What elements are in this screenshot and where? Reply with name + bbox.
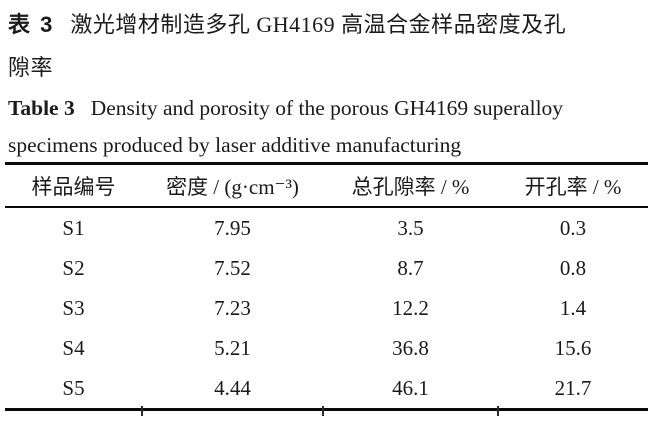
cell-total-porosity: 36.8: [392, 335, 429, 360]
table-row: S4 5.21 36.8 15.6: [5, 328, 648, 368]
cell-total-porosity: 12.2: [392, 295, 429, 320]
caption-chinese: 表 3 激光增材制造多孔 GH4169 高温合金样品密度及孔 隙率: [8, 3, 647, 89]
column-boundary-tick: [141, 406, 143, 416]
caption-en-line1: Density and porosity of the porous GH416…: [90, 96, 564, 120]
table-row: S2 7.52 8.7 0.8: [5, 248, 648, 288]
cell-total-porosity: 8.7: [397, 255, 424, 280]
table-row: S3 7.23 12.2 1.4: [5, 288, 648, 328]
cell-sample-id: S1: [62, 215, 85, 240]
column-boundary-tick: [497, 406, 499, 416]
cell-open-porosity: 0.8: [559, 255, 587, 280]
column-header-density: 密度 / (g·cm⁻³): [142, 163, 323, 208]
cell-open-porosity: 15.6: [554, 335, 592, 360]
density-porosity-table: 样品编号 密度 / (g·cm⁻³) 总孔隙率 / % 开孔率 / % S1 7…: [5, 162, 648, 411]
cell-total-porosity: 3.5: [397, 215, 424, 240]
cell-density: 7.23: [214, 295, 251, 320]
caption-zh-line2: 隙率: [8, 55, 54, 80]
caption-english: Table 3 Density and porosity of the porou…: [8, 90, 647, 164]
caption-zh-label: 表 3: [8, 12, 55, 37]
cell-sample-id: S5: [62, 375, 85, 400]
cell-density: 7.52: [214, 255, 251, 280]
column-boundary-tick: [322, 406, 324, 416]
cell-open-porosity: 1.4: [559, 295, 587, 320]
table-header-row: 样品编号 密度 / (g·cm⁻³) 总孔隙率 / % 开孔率 / %: [5, 163, 648, 208]
cell-open-porosity: 21.7: [554, 375, 592, 400]
cell-sample-id: S2: [62, 255, 85, 280]
column-header-open-porosity: 开孔率 / %: [498, 163, 648, 208]
table-row: S1 7.95 3.5 0.3: [5, 207, 648, 248]
column-header-total-porosity: 总孔隙率 / %: [323, 163, 498, 208]
caption-zh-line1: 激光增材制造多孔 GH4169 高温合金样品密度及孔: [70, 12, 567, 37]
table-row: S5 4.44 46.1 21.7: [5, 368, 648, 410]
cell-sample-id: S4: [62, 335, 85, 360]
cell-sample-id: S3: [62, 295, 85, 320]
cell-density: 5.21: [214, 335, 251, 360]
cell-total-porosity: 46.1: [392, 375, 429, 400]
cell-density: 7.95: [214, 215, 251, 240]
caption-en-line2: specimens produced by laser additive man…: [8, 133, 462, 157]
column-header-sample-id: 样品编号: [5, 163, 142, 208]
caption-en-label: Table 3: [8, 96, 75, 120]
cell-open-porosity: 0.3: [559, 215, 587, 240]
cell-density: 4.44: [214, 375, 251, 400]
